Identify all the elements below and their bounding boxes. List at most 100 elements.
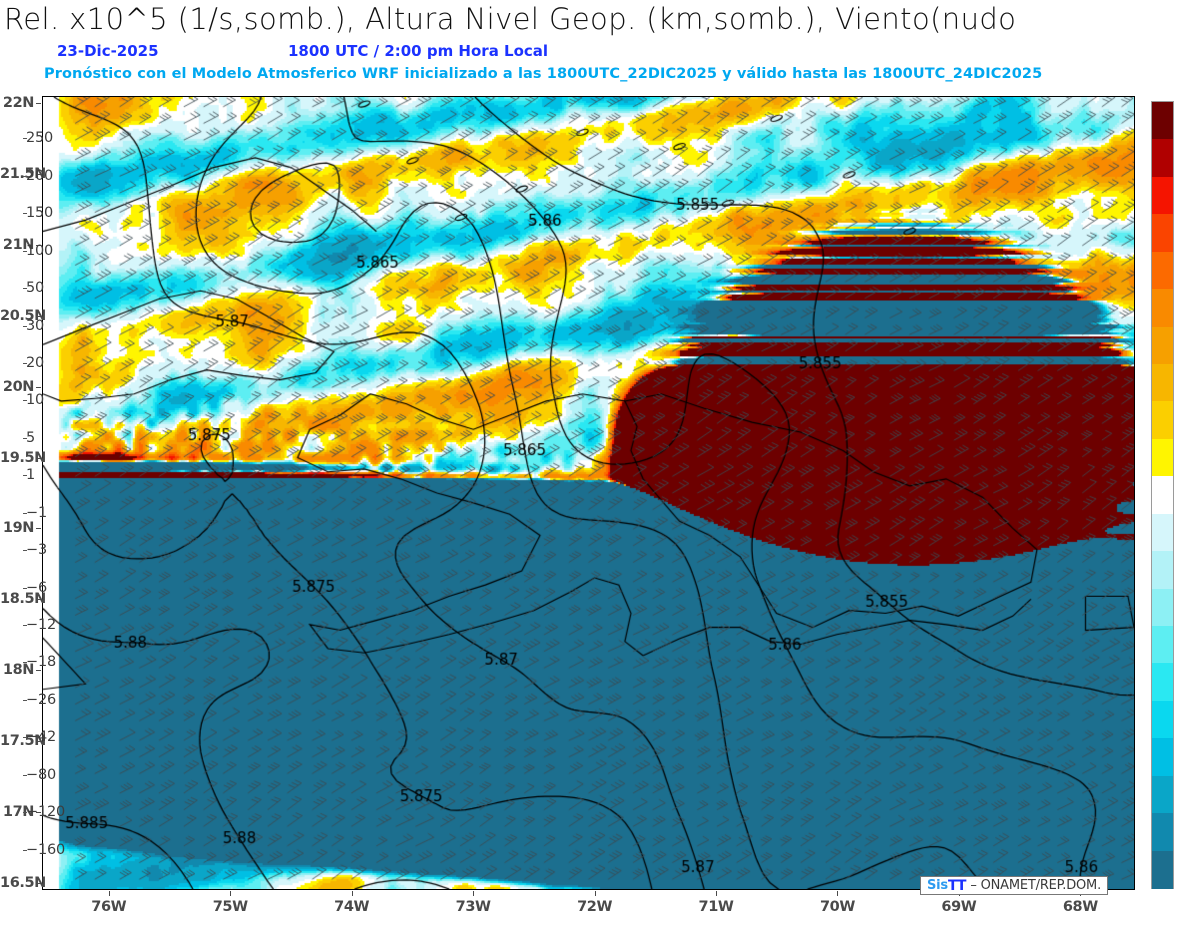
longitude-tick-label: 70W [819, 899, 855, 915]
colorbar-segment [1152, 775, 1173, 814]
longitude-tick-mark [108, 891, 110, 896]
longitude-tick-label: 69W [941, 899, 977, 915]
latitude-tick-mark [36, 386, 41, 388]
forecast-time: 1800 UTC / 2:00 pm Hora Local [288, 42, 549, 60]
colorbar-tick-mark [23, 138, 27, 140]
colorbar-segment [1152, 813, 1173, 852]
colorbar-tick-mark [23, 587, 27, 589]
longitude-tick-label: 71W [698, 899, 734, 915]
subtitle-row: 23-Dic-2025 1800 UTC / 2:00 pm Hora Loca… [0, 42, 1150, 62]
colorbar-segment [1152, 738, 1173, 777]
latitude-tick-mark [36, 882, 41, 884]
longitude-tick-label: 74W [334, 899, 370, 915]
colorbar-segment [1152, 401, 1173, 440]
forecast-note: Pronóstico con el Modelo Atmosferico WRF… [44, 66, 1043, 82]
latitude-tick-label: 18N [2, 662, 35, 679]
colorbar-segment [1152, 626, 1173, 665]
colorbar-tick-label: −6 [26, 579, 47, 596]
colorbar-tick-label: 5 [26, 429, 36, 446]
colorbar-tick-mark [23, 250, 27, 252]
latitude-tick-label: 16.5N [0, 874, 46, 891]
colorbar-tick-mark [23, 849, 27, 851]
colorbar-segment [1152, 214, 1173, 253]
colorbar-tick-mark [23, 363, 27, 364]
latitude-tick-mark [36, 528, 41, 530]
latitude-tick-label: 22N [2, 95, 35, 112]
latitude-tick-mark [36, 670, 41, 672]
longitude-tick-mark [716, 891, 718, 896]
latitude-tick-mark [36, 244, 41, 246]
credit-sis: Sis [927, 878, 948, 893]
latitude-tick-mark [36, 741, 41, 743]
colorbar-tick-mark [23, 774, 27, 776]
colorbar-segment [1152, 102, 1173, 141]
longitude-tick-label: 68W [1062, 899, 1098, 915]
colorbar-tick-label: 20 [26, 355, 45, 371]
colorbar-tick-mark [23, 512, 27, 514]
latitude-tick-mark [36, 812, 41, 814]
colorbar-segment [1152, 551, 1173, 590]
longitude-tick-label: 73W [455, 899, 491, 915]
colorbar-tick-label: 200 [26, 167, 54, 184]
colorbar-segment [1152, 251, 1173, 290]
latitude-tick-mark [36, 173, 41, 175]
credit-tt: TT [947, 877, 966, 894]
credit-badge: Sis TT – ONAMET/REP.DOM. [920, 876, 1109, 895]
colorbar-tick-mark [23, 737, 27, 739]
colorbar-tick-label: −1 [26, 504, 47, 521]
colorbar-tick-mark [23, 325, 27, 327]
longitude-tick-label: 75W [212, 899, 248, 915]
longitude-tick-label: 72W [577, 899, 613, 915]
longitude-tick-label: 76W [91, 899, 127, 915]
colorbar-segment [1152, 513, 1173, 552]
vorticity-shading-canvas [43, 97, 1134, 889]
colorbar-segment [1152, 364, 1173, 403]
latitude-tick-label: 19.5N [0, 449, 46, 466]
colorbar-tick-label: 10 [26, 392, 45, 409]
latitude-tick-label: 20N [2, 378, 35, 395]
longitude-tick-mark [594, 891, 596, 896]
colorbar-tick-label: −80 [26, 766, 57, 783]
colorbar-tick-mark [23, 625, 27, 626]
colorbar-tick-mark [23, 175, 27, 177]
colorbar-tick-label: 30 [26, 317, 45, 334]
colorbar-tick-label: −120 [26, 804, 66, 821]
longitude-tick-mark [230, 891, 232, 896]
latitude-tick-label: 17N [2, 804, 35, 821]
latitude-tick-label: 19N [2, 520, 35, 537]
latitude-tick-mark [36, 457, 41, 459]
colorbar-tick-label: 100 [26, 242, 54, 259]
latitude-tick-mark [36, 599, 41, 601]
colorbar-tick-mark [23, 213, 27, 215]
colorbar-tick-label: 1 [26, 467, 36, 484]
colorbar-tick-label: −18 [26, 654, 57, 671]
colorbar-segment [1152, 700, 1173, 739]
colorbar-tick-mark [23, 699, 27, 701]
colorbar-segment [1152, 326, 1173, 365]
colorbar-tick-mark [23, 550, 27, 552]
colorbar-tick-label: −3 [26, 542, 47, 559]
colorbar-segment [1152, 289, 1173, 328]
colorbar-tick-mark [23, 812, 27, 814]
colorbar-tick-label: 150 [26, 205, 54, 222]
colorbar-segment [1152, 438, 1173, 477]
colorbar-segment [1152, 588, 1173, 627]
colorbar-tick-label: −42 [26, 729, 57, 746]
longitude-tick-mark [837, 891, 839, 896]
colorbar-tick-mark [23, 662, 27, 664]
colorbar [1151, 101, 1174, 889]
colorbar-segment [1152, 663, 1173, 702]
colorbar-segment [1152, 176, 1173, 215]
longitude-tick-mark [351, 891, 353, 896]
longitude-tick-mark [473, 891, 475, 896]
colorbar-tick-label: 250 [26, 130, 54, 147]
latitude-tick-mark [36, 315, 41, 317]
colorbar-segment [1152, 139, 1173, 178]
colorbar-tick-mark [23, 288, 27, 290]
colorbar-segment [1152, 476, 1173, 515]
colorbar-tick-mark [23, 437, 27, 439]
credit-agency: – ONAMET/REP.DOM. [970, 878, 1102, 893]
colorbar-tick-label: −26 [26, 691, 57, 708]
map-panel[interactable] [42, 96, 1135, 890]
